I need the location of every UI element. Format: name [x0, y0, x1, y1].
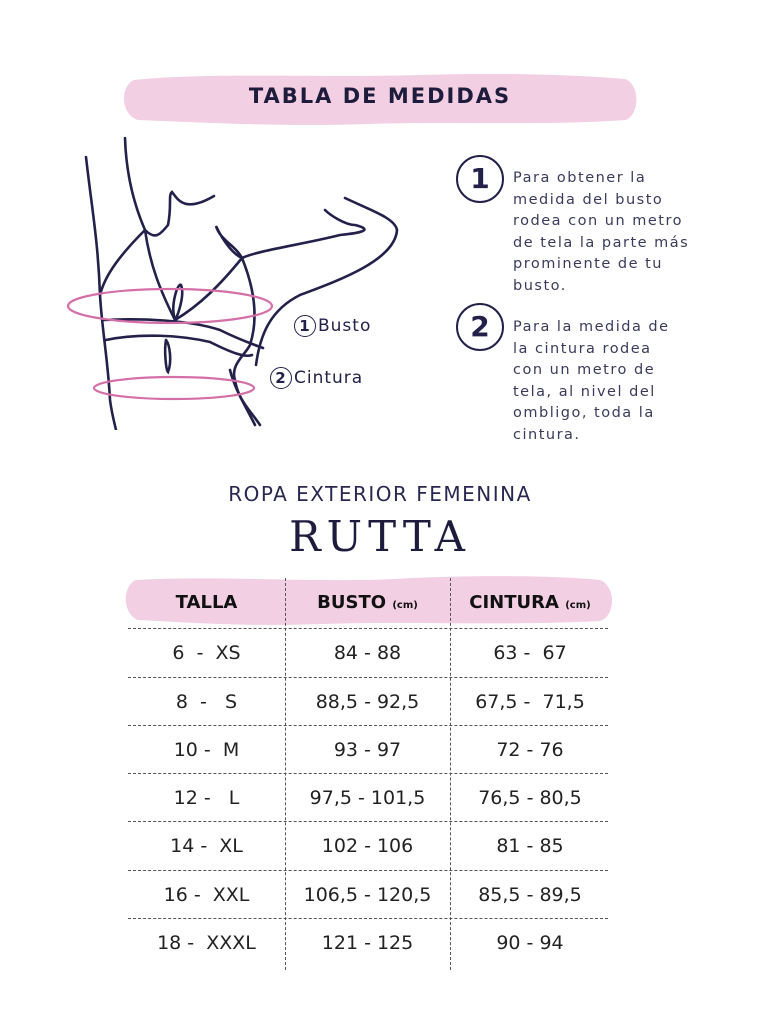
page-title: TABLA DE MEDIDAS [248, 84, 512, 108]
cintura-cell: 85,5 - 89,5 [478, 884, 582, 906]
step-1-badge: 1 [456, 155, 504, 203]
row-divider [128, 725, 608, 726]
brand-logo: RUTTA [289, 512, 471, 561]
instruction-line: Para obtener la [513, 170, 647, 186]
cintura-cell: 72 - 76 [496, 739, 564, 761]
torso-illustration [66, 136, 399, 430]
row-divider [128, 628, 608, 629]
header-unit: (cm) [392, 600, 418, 611]
instruction-line: tela, al nivel del [513, 383, 656, 400]
size-cell: 8 - S [175, 691, 238, 713]
instruction-line: la cintura rodea [513, 340, 652, 357]
table-header-background [125, 576, 612, 625]
cintura-cell: 67,5 - 71,5 [475, 691, 585, 713]
header-cintura: CINTURA (cm) [450, 592, 610, 613]
cintura-cell: 76,5 - 80,5 [478, 787, 582, 809]
row-divider [128, 821, 608, 822]
row-divider [128, 918, 608, 919]
size-cell: 18 - XXXL [157, 932, 256, 954]
busto-label-text: Busto [318, 316, 372, 336]
instruction-line: prominente de tu [513, 256, 663, 273]
header-busto: BUSTO (cm) [285, 592, 450, 613]
size-cell: 12 - L [173, 787, 240, 809]
busto-cell: 93 - 97 [333, 739, 402, 761]
header-unit: (cm) [565, 600, 591, 611]
cintura-label-text: Cintura [294, 368, 364, 388]
size-cell: 14 - XL [170, 835, 243, 857]
header-label: TALLA [175, 592, 238, 613]
instruction-line: Para la medida de [513, 319, 670, 335]
cintura-label: 2 Cintura [270, 367, 363, 389]
busto-cell: 106,5 - 120,5 [303, 884, 432, 906]
header-label: CINTURA [469, 592, 559, 613]
instruction-line: rodea con un metro [513, 213, 684, 230]
instruction-line: medida del busto [513, 191, 664, 208]
instruction-cintura: Para la medida de la cintura rodea con u… [513, 317, 713, 447]
title-brush-background [123, 73, 637, 125]
cintura-cell: 81 - 85 [496, 835, 564, 857]
header-label: BUSTO [317, 592, 387, 613]
busto-cell: 88,5 - 92,5 [315, 691, 420, 713]
instruction-line: con un metro de [513, 362, 656, 379]
column-divider [285, 578, 286, 970]
instruction-line: cintura. [513, 426, 581, 443]
number-badge: 1 [294, 315, 316, 337]
busto-cell: 84 - 88 [333, 642, 402, 664]
busto-cell: 102 - 106 [321, 835, 414, 857]
instruction-line: ombligo, toda la [513, 405, 655, 422]
row-divider [128, 870, 608, 871]
header-talla: TALLA [128, 592, 285, 613]
size-cell: 10 - M [173, 739, 240, 761]
busto-cell: 97,5 - 101,5 [309, 787, 426, 809]
row-divider [128, 677, 608, 678]
cintura-cell: 90 - 94 [496, 932, 564, 954]
size-cell: 6 - XS [172, 642, 241, 664]
instruction-busto: Para obtener la medida del busto rodea c… [513, 168, 713, 298]
step-2-badge: 2 [456, 303, 504, 351]
row-divider [128, 773, 608, 774]
instruction-line: busto. [513, 277, 567, 294]
cintura-cell: 63 - 67 [493, 642, 567, 664]
instruction-line: de tela la parte más [513, 234, 690, 251]
busto-label: 1 Busto [294, 315, 371, 337]
busto-cell: 121 - 125 [321, 932, 414, 954]
number-badge: 2 [270, 367, 292, 389]
size-cell: 16 - XXL [163, 884, 250, 906]
column-divider [450, 578, 451, 970]
subtitle: ROPA EXTERIOR FEMENINA [228, 482, 532, 506]
